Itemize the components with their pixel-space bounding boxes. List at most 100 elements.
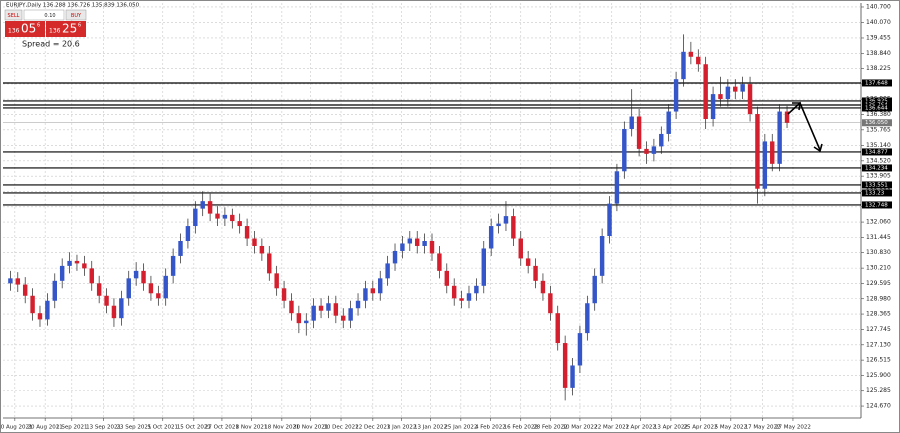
candle-body [385, 263, 390, 279]
candle-body [370, 288, 376, 294]
y-tick-label: 139.455 [866, 34, 891, 41]
candle-body [193, 208, 198, 227]
level-label: 136.644 [865, 105, 888, 111]
y-tick-label: 128.365 [866, 311, 891, 318]
x-tick-label: 28 Feb 2022 [533, 425, 567, 431]
candle-body [681, 51, 686, 80]
sell-price-box[interactable] [5, 21, 45, 37]
level-label-box [862, 79, 892, 87]
x-tick-label: 16 Feb 2022 [504, 425, 538, 431]
candle-body [540, 280, 546, 294]
candle-body [45, 300, 50, 320]
x-tick-label: 13 Jan 2022 [414, 425, 447, 431]
candle-body [629, 116, 634, 129]
level-label: 133.551 [865, 182, 888, 188]
candle-body [696, 56, 701, 65]
candle-body [422, 240, 427, 246]
y-tick-label: 133.905 [866, 173, 891, 180]
candle-body [230, 214, 235, 222]
candle-body [503, 216, 509, 224]
level-label-box [862, 148, 892, 156]
candle-body [725, 86, 731, 100]
x-tick-label: 1 Sep 2021 [56, 425, 87, 431]
candle-body [244, 226, 250, 239]
candle-body [185, 226, 191, 241]
current-price-label: 136.050 [865, 120, 888, 126]
candle-body [304, 320, 309, 324]
candle-body [252, 238, 257, 246]
level-label: 136.925 [865, 98, 888, 104]
candle-body [533, 265, 538, 281]
x-tick-label: 5 Oct 2021 [148, 425, 179, 431]
candle-body [67, 260, 72, 266]
x-tick-label: 22 Dec 2021 [355, 425, 390, 431]
candle-body [392, 250, 398, 264]
candle-body [747, 84, 753, 115]
candle-body [341, 315, 346, 321]
candle-body [636, 116, 642, 149]
candle-body [718, 94, 723, 100]
sell-button[interactable] [4, 9, 23, 21]
candle-body [104, 295, 109, 306]
candle-body [289, 300, 294, 314]
buy-price-box[interactable] [46, 21, 86, 37]
candle-body [111, 305, 117, 319]
x-tick-label: 10 Mar 2022 [562, 425, 597, 431]
candle-body [599, 236, 605, 276]
candle-body [755, 114, 760, 189]
sell-price-mid: 05 [21, 22, 36, 36]
candle-body [222, 214, 228, 219]
y-tick-label: 138.840 [866, 50, 891, 57]
candle-body [592, 275, 597, 304]
y-tick-label: 140.070 [866, 19, 891, 26]
level-label-box [862, 201, 892, 209]
candle-body [570, 365, 575, 388]
y-tick-label: 134.520 [866, 157, 891, 164]
x-tick-label: 20 Aug 2021 [28, 425, 63, 431]
lot-input[interactable] [23, 9, 65, 21]
y-tick-label: 124.670 [866, 403, 891, 410]
y-tick-label: 135.765 [866, 126, 891, 133]
candle-body [466, 293, 472, 301]
level-label-box [862, 104, 892, 112]
x-tick-label: 22 Mar 2022 [594, 425, 629, 431]
y-tick-label: 130.210 [866, 265, 891, 272]
y-tick-label: 129.595 [866, 280, 891, 287]
x-tick-label: 8 Nov 2021 [236, 425, 268, 431]
candle-body [688, 51, 694, 57]
buy-button[interactable] [65, 9, 87, 21]
candle-body [481, 248, 486, 286]
arrow-head [792, 102, 801, 111]
candle-body [74, 260, 80, 264]
candle-body [215, 213, 220, 219]
level-label-box [862, 97, 892, 105]
candle-body [703, 64, 708, 120]
spread: Spread = 20.6 [22, 40, 80, 49]
candle-body [311, 305, 316, 321]
x-tick-label: 3 Jan 2022 [387, 425, 416, 431]
x-tick-label: 30 Nov 2021 [293, 425, 328, 431]
candle-body [555, 313, 560, 344]
candle-body [207, 201, 213, 214]
candle-body [710, 94, 716, 120]
candle-body [30, 295, 35, 314]
candle-body [59, 265, 65, 281]
y-tick-label: 125.900 [866, 372, 891, 379]
candle-body [548, 293, 553, 314]
candle-body [562, 343, 568, 388]
candle-body [518, 238, 523, 259]
candle-body [577, 333, 583, 366]
y-tick-label: 130.830 [866, 249, 891, 256]
candle-body [666, 111, 671, 134]
y-tick-label: 126.515 [866, 357, 891, 364]
y-tick-label: 135.140 [866, 142, 891, 149]
candle-body [414, 238, 420, 246]
candles [8, 34, 790, 401]
candle-body [267, 253, 272, 274]
y-tick-label: 128.980 [866, 295, 891, 302]
candle-body [444, 270, 450, 286]
candle-body [644, 148, 649, 154]
candle-body [274, 273, 279, 289]
candle-body [15, 278, 21, 285]
candle-body [259, 245, 265, 254]
